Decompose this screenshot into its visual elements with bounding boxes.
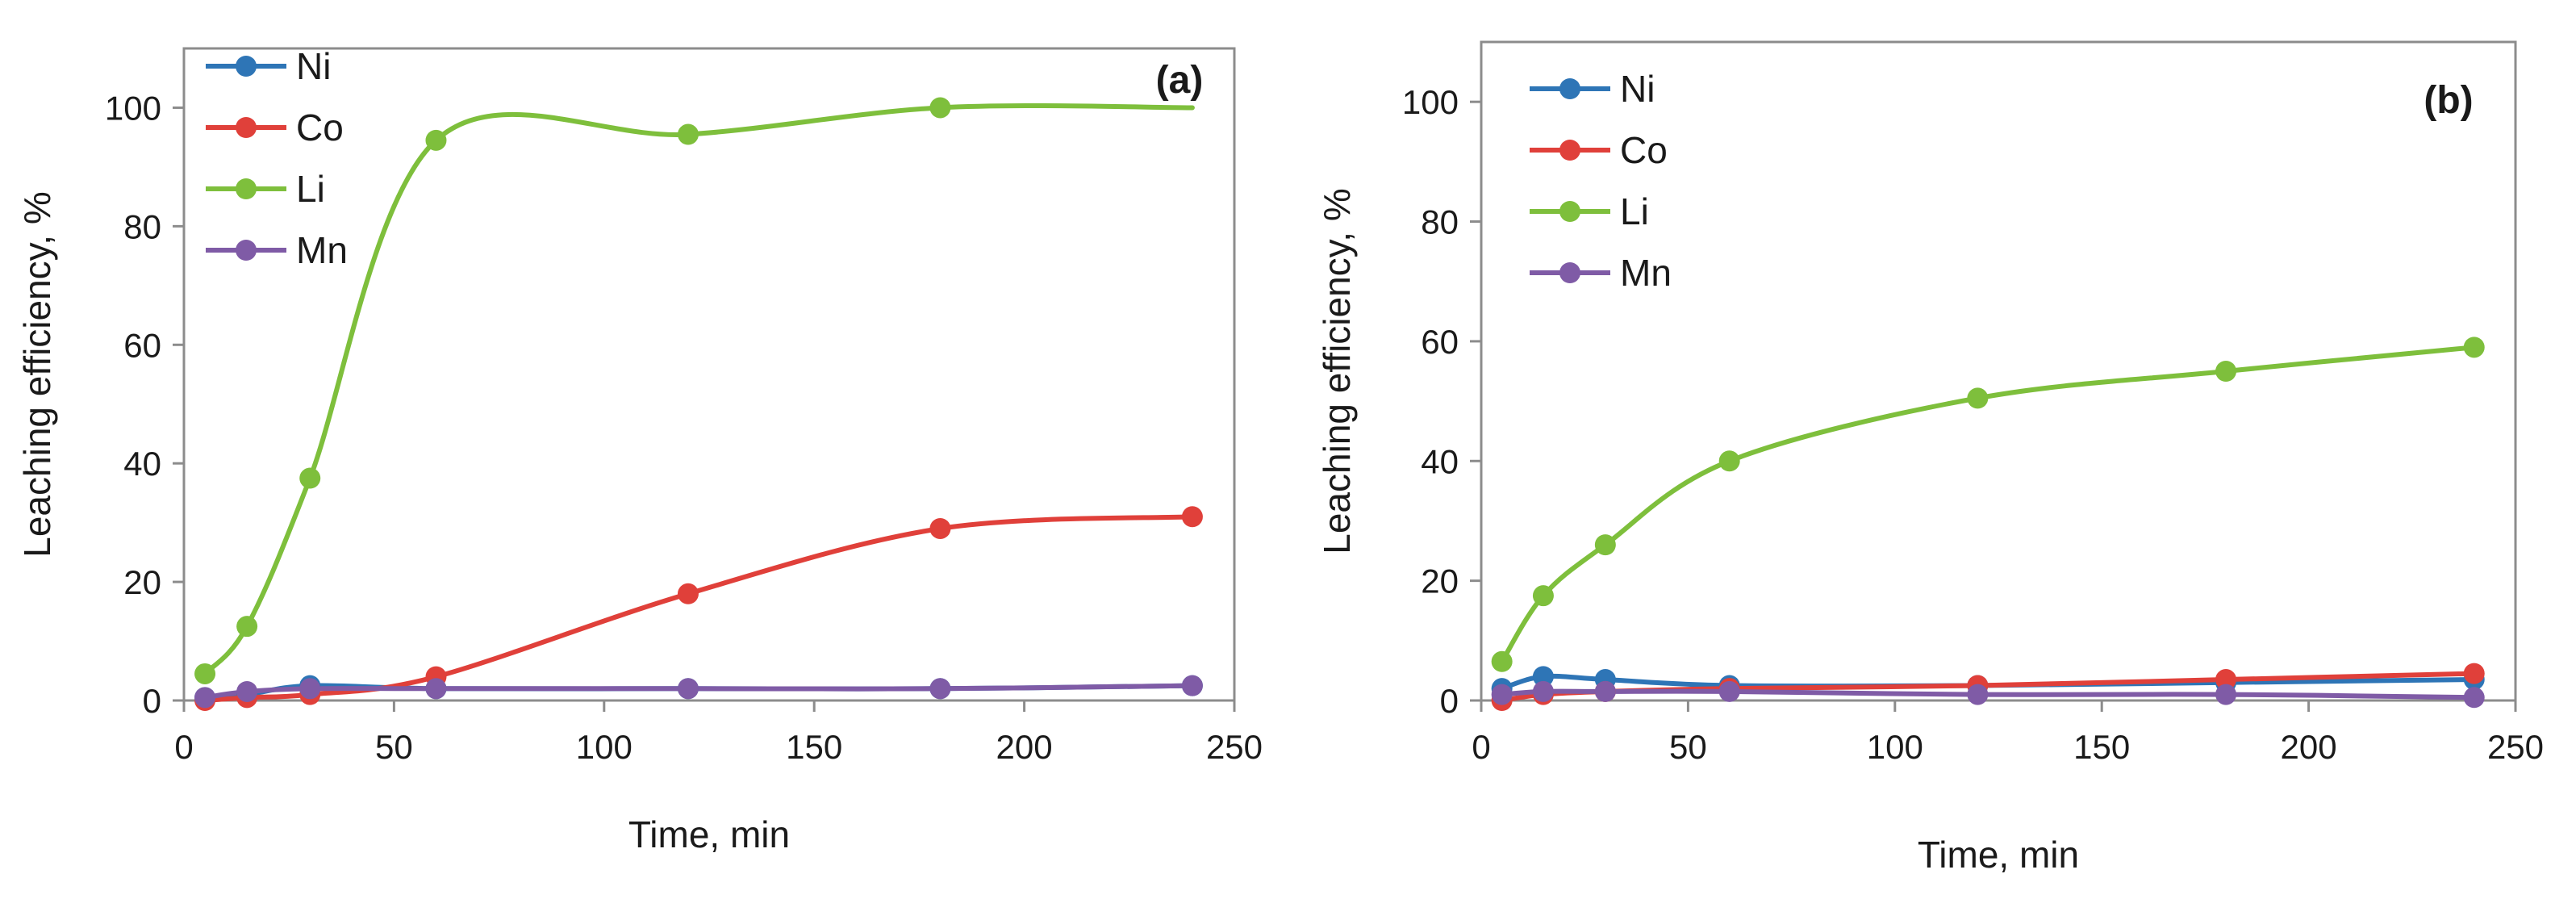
y-axis-title: Leaching efficiency, % xyxy=(1316,188,1358,554)
panel-label: (a) xyxy=(1156,59,1204,102)
y-tick-label: 0 xyxy=(143,682,161,720)
data-point-li xyxy=(299,467,321,489)
data-point-mn xyxy=(1532,680,1554,702)
y-tick-label: 100 xyxy=(105,89,161,127)
panel-label: (b) xyxy=(2424,79,2473,122)
legend: Ni Co Li Mn xyxy=(1530,68,1672,294)
x-tick-label: 100 xyxy=(1867,728,1923,766)
y-tick-label: 20 xyxy=(123,563,161,601)
legend-label-ni: Ni xyxy=(296,45,331,87)
data-point-mn xyxy=(2463,687,2485,709)
data-point-mn xyxy=(2215,684,2237,705)
data-point-li xyxy=(425,129,447,151)
series-line-co xyxy=(202,514,1195,703)
legend-label-co: Co xyxy=(1620,129,1668,171)
y-tick-label: 0 xyxy=(1440,682,1459,720)
data-point-li xyxy=(236,616,258,638)
y-tick-label: 80 xyxy=(123,207,161,245)
data-point-mn xyxy=(1718,680,1740,702)
data-point-li xyxy=(677,123,699,145)
y-tick-label: 40 xyxy=(1421,442,1459,480)
data-point-li xyxy=(1532,585,1554,607)
data-point-mn xyxy=(194,687,216,709)
legend-marker-li xyxy=(1559,201,1580,222)
data-point-li xyxy=(929,97,951,119)
data-point-co xyxy=(677,583,699,604)
legend-marker-co xyxy=(236,117,257,138)
data-point-ni xyxy=(1532,666,1554,688)
data-point-mn xyxy=(1491,684,1513,705)
data-point-mn xyxy=(299,678,321,700)
legend-label-li: Li xyxy=(296,168,325,210)
legend: Ni Co Li Mn xyxy=(206,45,348,271)
data-point-co xyxy=(2215,669,2237,691)
legend-label-mn: Mn xyxy=(1620,252,1672,294)
legend-marker-co xyxy=(1559,140,1580,161)
y-tick-label: 80 xyxy=(1421,203,1459,241)
data-point-mn xyxy=(1967,684,1989,705)
x-tick-label: 200 xyxy=(996,728,1053,766)
data-point-mn xyxy=(236,680,258,702)
series-line-li xyxy=(1499,345,2477,664)
x-axis-title: Time, min xyxy=(1918,834,2079,876)
legend-label-li: Li xyxy=(1620,190,1649,232)
x-tick-label: 0 xyxy=(1472,728,1490,766)
data-point-mn xyxy=(425,678,447,700)
data-point-co xyxy=(2463,663,2485,684)
data-point-li xyxy=(194,663,216,684)
legend-marker-ni xyxy=(1559,78,1580,99)
x-tick-label: 200 xyxy=(2281,728,2337,766)
y-tick-label: 100 xyxy=(1402,83,1459,121)
y-tick-label: 60 xyxy=(123,326,161,364)
legend-marker-li xyxy=(236,178,257,199)
series-line-mn xyxy=(202,683,1195,700)
data-point-mn xyxy=(1181,675,1203,696)
x-tick-label: 250 xyxy=(1206,728,1263,766)
data-point-li xyxy=(1967,387,1989,409)
legend-label-mn: Mn xyxy=(296,229,348,271)
legend-marker-mn xyxy=(1559,262,1580,283)
data-point-li xyxy=(1491,650,1513,672)
x-tick-label: 50 xyxy=(1669,728,1707,766)
data-point-li xyxy=(1594,534,1616,556)
data-point-li xyxy=(2215,361,2237,382)
x-tick-label: 150 xyxy=(786,728,842,766)
x-tick-label: 50 xyxy=(375,728,413,766)
y-tick-label: 40 xyxy=(123,445,161,483)
legend-label-ni: Ni xyxy=(1620,68,1655,110)
chart-panel-a: 0 50 100 150 200 250 0 20 40 60 80 100 Time, min Leac… xyxy=(16,45,1263,855)
series-line-mn xyxy=(1499,688,2477,700)
data-point-co xyxy=(1181,506,1203,528)
x-tick-label: 0 xyxy=(174,728,193,766)
legend-label-co: Co xyxy=(296,107,344,148)
y-tick-label: 20 xyxy=(1421,562,1459,600)
x-tick-label: 100 xyxy=(576,728,633,766)
x-tick-label: 150 xyxy=(2073,728,2130,766)
x-tick-label: 250 xyxy=(2487,728,2544,766)
data-point-mn xyxy=(677,678,699,700)
data-point-li xyxy=(1718,450,1740,472)
data-point-li xyxy=(2463,337,2485,358)
y-tick-label: 60 xyxy=(1421,323,1459,361)
data-point-co xyxy=(929,517,951,539)
data-point-mn xyxy=(1594,680,1616,702)
plot-area-border xyxy=(1480,40,2517,702)
legend-marker-ni xyxy=(236,56,257,77)
data-point-mn xyxy=(929,678,951,700)
chart-panel-b: 0 50 100 150 200 250 0 20 40 60 80 100 Time, min Leac… xyxy=(1316,40,2544,876)
plot-area-border xyxy=(182,47,1236,702)
legend-marker-mn xyxy=(236,240,257,261)
x-axis-title: Time, min xyxy=(628,813,790,855)
y-axis-title: Leaching efficiency, % xyxy=(16,191,58,557)
